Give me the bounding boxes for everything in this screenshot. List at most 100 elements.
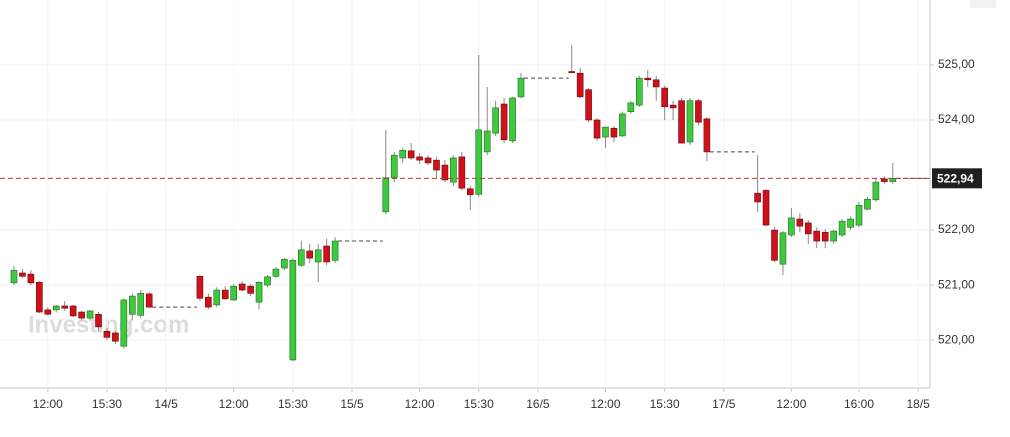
candle-body [695, 100, 702, 123]
candle-body [19, 272, 26, 277]
y-tick-label: 521,00 [938, 277, 975, 291]
candle-body [847, 218, 854, 228]
x-tick-label: 14/5 [154, 397, 178, 411]
candle-body [855, 204, 863, 226]
candle-body [652, 79, 660, 88]
candle-body [441, 164, 449, 181]
candle-body [585, 89, 592, 121]
x-tick-label: 15/5 [340, 397, 364, 411]
y-tick-label: 520,00 [938, 332, 975, 346]
candle-body [838, 220, 846, 236]
candle-body [120, 299, 128, 347]
candle-body [213, 289, 221, 306]
x-tick-label: 18/5 [906, 397, 930, 411]
candle-body [205, 296, 212, 308]
candle-body [881, 178, 888, 182]
candle-body [602, 126, 609, 138]
candle-body [103, 331, 111, 338]
candle-body [475, 129, 483, 195]
candle-body [314, 249, 322, 263]
candle-body [289, 260, 297, 361]
candle-body [796, 218, 804, 227]
x-tick-label: 16:00 [844, 397, 874, 411]
candle-body [517, 77, 525, 98]
candle-body [230, 285, 237, 301]
candle-body [619, 113, 626, 137]
candle-body [331, 240, 339, 261]
candle-body [416, 156, 423, 161]
candle-body [669, 104, 677, 109]
candle-body [779, 232, 787, 265]
x-tick-label: 15:30 [464, 397, 494, 411]
candle-body [821, 231, 829, 242]
corner-box [970, 0, 996, 8]
candle-body [703, 118, 711, 153]
candle-body [762, 190, 770, 226]
candle-body [52, 305, 60, 311]
candle-body [78, 311, 85, 319]
x-tick-label: 17/5 [712, 397, 736, 411]
candle-body [771, 229, 778, 261]
candle-body [281, 258, 288, 269]
candle-body [264, 276, 271, 286]
candle-body [458, 156, 466, 189]
candle-body [627, 102, 635, 113]
x-tick-label: 12:00 [219, 397, 249, 411]
candle-body [221, 289, 229, 300]
candle-body [382, 177, 390, 213]
candle-body [872, 181, 880, 201]
candle-body [450, 157, 457, 183]
y-tick-label: 525,00 [938, 57, 975, 71]
candle-body [95, 313, 102, 328]
candle-body [424, 157, 432, 164]
candle-body [137, 293, 145, 316]
candle-body [830, 230, 837, 242]
candle-body [509, 97, 516, 142]
x-tick-label: 16/5 [526, 397, 550, 411]
y-tick-label: 524,00 [938, 112, 975, 126]
candle-body [27, 273, 35, 284]
candle-body [44, 309, 52, 315]
candle-body [36, 282, 43, 313]
candle-body [272, 268, 280, 277]
x-tick-label: 15:30 [92, 397, 122, 411]
current-price-box [932, 168, 982, 189]
candle-body [644, 77, 652, 81]
y-tick-label: 522,00 [938, 222, 975, 236]
current-price-label: 522,94 [937, 171, 974, 185]
candle-body [635, 77, 643, 106]
candle-body [247, 285, 254, 294]
candle-body [255, 282, 263, 303]
candle-body [390, 154, 398, 179]
candle-body [788, 217, 795, 236]
candle-body [61, 305, 69, 309]
candle-body [323, 245, 330, 263]
candle-body [433, 159, 440, 171]
candle-body [754, 192, 761, 203]
candle-body [466, 188, 474, 196]
candle-body [576, 72, 584, 98]
candle-body [145, 293, 153, 308]
candle-body [500, 103, 508, 141]
candle-body [196, 275, 204, 299]
x-tick-label: 12:00 [776, 397, 806, 411]
candle-body [678, 100, 685, 144]
x-tick-label: 15:30 [650, 397, 680, 411]
candle-body [306, 250, 314, 259]
candle-body [492, 107, 499, 134]
candle-body [399, 149, 407, 159]
candle-body [813, 230, 821, 242]
x-tick-label: 12:00 [405, 397, 435, 411]
candle-body [297, 249, 305, 266]
x-tick-label: 15:30 [278, 397, 308, 411]
candle-body [864, 198, 871, 210]
candle-body [112, 332, 119, 342]
candle-body [407, 150, 415, 159]
candle-body [129, 295, 136, 315]
candle-body [610, 127, 618, 138]
candle-body [483, 130, 491, 153]
candle-body [238, 283, 246, 291]
candle-body [804, 222, 812, 235]
x-tick-label: 12:00 [590, 397, 620, 411]
